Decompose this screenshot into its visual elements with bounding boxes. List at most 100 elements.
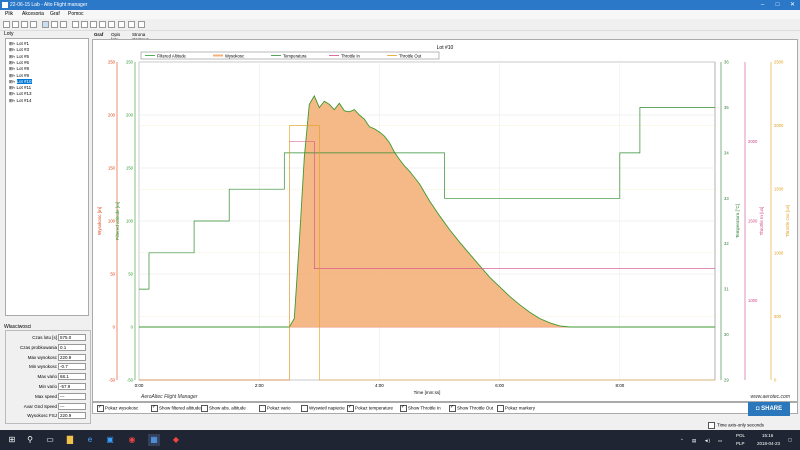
chrome-icon[interactable]: ◉ xyxy=(128,435,136,444)
zoom-in-icon[interactable] xyxy=(42,21,49,28)
menu-graf[interactable]: Graf xyxy=(50,11,60,17)
option-checkbox[interactable]: Show Throttle Out xyxy=(449,404,493,412)
flight-item[interactable]: ⊞≈ Lot #10 xyxy=(9,78,32,85)
checkbox-box[interactable] xyxy=(201,405,208,412)
checkbox-box[interactable] xyxy=(449,404,456,412)
open-icon[interactable] xyxy=(3,21,10,28)
export2-icon[interactable] xyxy=(81,21,88,28)
export3-icon[interactable] xyxy=(90,21,97,28)
x-tick-label: 4:00 xyxy=(375,383,384,388)
lang-bottom[interactable]: PLP xyxy=(736,441,745,446)
network-icon[interactable]: ▤ xyxy=(692,438,697,443)
option-checkbox[interactable]: Pokaz vario xyxy=(259,405,291,412)
option-checkbox[interactable]: Wyswietl napiecie xyxy=(301,405,345,412)
flights-tree[interactable]: ⊞≈ Lot #1 ⊞≈ Lot #3 ⊞≈ Lot #5 ⊞≈ Lot #6 ⊞≈ L… xyxy=(5,38,89,316)
print-icon[interactable] xyxy=(21,21,28,28)
property-row: Max wysokosc 220.9 xyxy=(6,353,90,362)
property-row: Czas probkowania 0.1 xyxy=(6,343,90,352)
export4-icon[interactable] xyxy=(99,21,106,28)
edge-icon[interactable]: e xyxy=(87,435,93,444)
volume-icon[interactable]: ◄) xyxy=(704,438,710,443)
option-checkbox[interactable]: Show abs. altitude xyxy=(201,405,246,412)
y-tick-label: 2500 xyxy=(774,60,784,65)
property-label: Czas probkowania xyxy=(19,344,57,350)
y-tick-label: 31 xyxy=(724,287,729,292)
zoom-icon[interactable] xyxy=(30,21,37,28)
y-axis-label: Wysokosc [m] xyxy=(97,207,102,235)
zoom-out-icon[interactable] xyxy=(51,21,58,28)
close-button[interactable]: ✕ xyxy=(789,2,796,8)
export-icon[interactable] xyxy=(72,21,79,28)
menu-pomoc[interactable]: Pomoc xyxy=(68,11,84,17)
legend-label: Temperatura xyxy=(283,54,307,59)
checkbox-box[interactable] xyxy=(497,405,504,412)
option-checkbox[interactable]: Pokaz wysokosc xyxy=(97,404,138,412)
clock-time[interactable]: 15:16 xyxy=(762,433,774,438)
flight-chart[interactable]: Lot #10 Filtered Altitude Wysokosc Temperat… xyxy=(93,40,797,401)
option-checkbox[interactable]: Show Throttle In xyxy=(400,404,441,412)
flight-item[interactable]: ⊞≈ Lot #14 xyxy=(9,98,32,104)
flight-item[interactable]: ⊞≈ Lot #6 xyxy=(9,60,29,66)
properties-title: Własciwosci xyxy=(4,324,32,330)
x-tick-label: 6:00 xyxy=(495,383,504,388)
clock-date[interactable]: 2018-04-23 xyxy=(757,441,781,446)
y-tick-label: 32 xyxy=(724,241,729,246)
flight-item[interactable]: ⊞≈ Lot #1 xyxy=(9,41,29,47)
time-axis-checkbox[interactable]: Time axis-only seconds xyxy=(708,422,764,429)
app-icon-2[interactable]: ◆ xyxy=(172,435,180,444)
flight-label: Lot #1 xyxy=(16,41,30,46)
windows-start-icon[interactable]: ⊞ xyxy=(8,435,16,444)
save-icon[interactable] xyxy=(12,21,19,28)
search-icon[interactable]: ⚲ xyxy=(27,435,33,444)
chart-title: Lot #10 xyxy=(437,45,454,51)
menu-plik[interactable]: Plik xyxy=(5,11,14,17)
lang-top[interactable]: POL xyxy=(736,433,746,438)
maximize-button[interactable]: □ xyxy=(775,2,780,8)
y-tick-label: 29 xyxy=(724,378,729,383)
share-button[interactable]: ◘ SHARE xyxy=(748,402,790,416)
flight-label: Lot #9 xyxy=(16,72,30,78)
option-checkbox[interactable]: Pokaz temperature xyxy=(347,404,393,412)
export5-icon[interactable] xyxy=(108,21,115,28)
flight-item[interactable]: ⊞≈ Lot #8 xyxy=(9,66,29,72)
y-tick-label: 50 xyxy=(128,272,133,277)
watermark-left: AeroAltec Flight Manager xyxy=(140,394,198,400)
checkbox-box[interactable] xyxy=(400,404,407,412)
option-checkbox[interactable]: Show filtered altitude xyxy=(151,404,201,412)
y-tick-label: 2000 xyxy=(774,123,784,128)
flight-manager-icon[interactable]: ▦ xyxy=(148,434,160,446)
task-view-icon[interactable]: ▭ xyxy=(46,435,54,444)
checkbox-box[interactable] xyxy=(347,404,354,412)
file-explorer-icon[interactable]: ▇ xyxy=(66,435,74,444)
minimize-button[interactable]: – xyxy=(760,2,765,8)
flight-item[interactable]: ⊞≈ Lot #5 xyxy=(9,54,29,60)
notifications-icon[interactable]: ▢ xyxy=(788,437,793,442)
flight-item[interactable]: ⊞≈ Lot #3 xyxy=(9,47,29,53)
settings-icon[interactable] xyxy=(118,21,125,28)
tool-icon[interactable] xyxy=(128,21,135,28)
y-tick-label: 1000 xyxy=(774,250,784,255)
legend-label: Filtered Altitude xyxy=(157,54,187,59)
y-tick-label: 150 xyxy=(108,166,116,171)
flight-item[interactable]: ⊞≈ Lot #13 xyxy=(9,91,32,97)
zoom-fit-icon[interactable] xyxy=(60,21,67,28)
store-icon[interactable]: ▣ xyxy=(106,435,114,444)
flights-panel-title: Loty xyxy=(4,31,14,37)
battery-icon[interactable]: ▭ xyxy=(718,438,723,443)
filtered-altitude-line xyxy=(139,94,715,328)
checkbox-box[interactable] xyxy=(151,404,158,412)
flight-item[interactable]: ⊞≈ Lot #11 xyxy=(9,85,31,91)
option-checkbox[interactable]: Pokaz markery xyxy=(497,405,535,412)
flight-item[interactable]: ⊞≈ Lot #9 xyxy=(9,73,29,79)
menu-akcesoria[interactable]: Akcesoria xyxy=(22,11,44,17)
arrow-icon[interactable] xyxy=(138,21,145,28)
tray-arrow-icon[interactable]: ⌃ xyxy=(680,438,684,443)
checkbox-label: Wyswietl napiecie xyxy=(309,405,345,411)
checkbox-box[interactable] xyxy=(97,404,104,412)
checkbox-box[interactable] xyxy=(301,405,308,412)
tab-graf[interactable]: Graf xyxy=(94,32,104,37)
share-label: SHARE xyxy=(761,406,783,412)
checkbox-box[interactable] xyxy=(259,405,266,412)
property-label: Czas lotu [s] xyxy=(32,335,57,340)
taskbar: ⊞ ⚲ ▭ ▇ e ▣ ◉ ▦ ◆ ⌃ ▤ ◄) ▭ POL PLP 15:16… xyxy=(0,430,800,450)
